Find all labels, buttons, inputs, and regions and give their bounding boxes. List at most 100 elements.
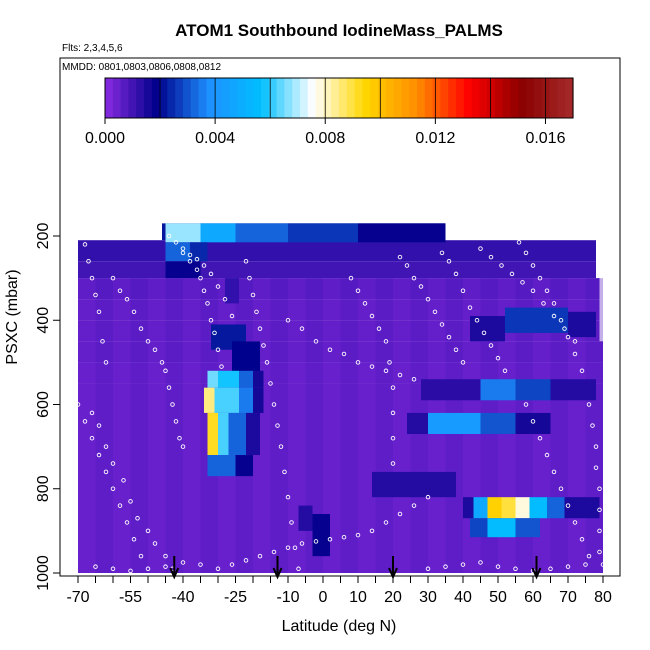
colorbar-tick-label: 0.000 bbox=[85, 130, 125, 147]
heatmap-cell bbox=[501, 497, 516, 519]
heatmap-cell bbox=[550, 379, 596, 401]
track-point bbox=[411, 275, 417, 281]
track-point bbox=[439, 250, 445, 256]
track-point bbox=[299, 326, 305, 331]
track-point bbox=[565, 503, 571, 508]
heatmap-cell bbox=[207, 412, 218, 456]
track-point bbox=[138, 326, 144, 331]
colorbar-swatch bbox=[167, 78, 176, 118]
track-point bbox=[502, 368, 508, 374]
heatmap-cell bbox=[515, 379, 551, 401]
colorbar-swatch bbox=[261, 78, 270, 118]
heatmap-cell bbox=[375, 278, 393, 573]
track-point bbox=[597, 507, 602, 513]
track-point bbox=[499, 263, 504, 268]
latitude-arrowhead bbox=[169, 567, 180, 580]
track-point bbox=[460, 360, 466, 365]
heatmap-cell bbox=[505, 307, 568, 333]
heatmap-cell bbox=[568, 311, 596, 338]
track-point bbox=[523, 402, 529, 407]
track-point bbox=[579, 537, 585, 542]
colorbar-swatch bbox=[417, 78, 426, 118]
track-point bbox=[548, 566, 553, 572]
colorbar-swatch bbox=[323, 78, 332, 118]
heatmap-cell bbox=[200, 223, 236, 243]
track-point bbox=[82, 419, 88, 424]
track-point bbox=[243, 558, 249, 563]
track-point bbox=[285, 494, 291, 500]
track-point bbox=[187, 252, 193, 258]
colorbar-swatch bbox=[393, 78, 402, 118]
track-point bbox=[572, 339, 578, 344]
track-point bbox=[355, 532, 361, 538]
heatmap-cell bbox=[463, 497, 474, 519]
heatmap-cell bbox=[239, 370, 253, 388]
track-point bbox=[390, 435, 396, 441]
chart-title: ATOM1 Southbound IodineMass_PALMS bbox=[175, 21, 503, 40]
track-point bbox=[562, 326, 567, 331]
y-axis: 200 400 600 800 1000 bbox=[35, 223, 61, 591]
track-point bbox=[425, 566, 431, 572]
colorbar-swatch bbox=[495, 78, 504, 118]
colorbar-swatch bbox=[456, 78, 465, 118]
colorbar-swatch bbox=[385, 78, 395, 118]
track-point bbox=[93, 564, 98, 569]
track-point bbox=[355, 360, 361, 365]
track-point bbox=[89, 275, 95, 281]
colorbar-swatch bbox=[534, 78, 543, 118]
track-point bbox=[443, 564, 448, 569]
heatmap-cell bbox=[253, 370, 264, 388]
track-point bbox=[103, 444, 109, 449]
track-point bbox=[558, 486, 564, 492]
track-point bbox=[152, 541, 158, 546]
colorbar-swatch bbox=[557, 78, 566, 118]
track-point bbox=[275, 423, 280, 428]
track-point bbox=[509, 271, 515, 277]
track-point bbox=[397, 254, 403, 260]
track-point bbox=[488, 254, 494, 260]
track-point bbox=[198, 275, 203, 281]
heatmap-cell bbox=[239, 387, 253, 413]
colorbar-swatch bbox=[339, 78, 348, 118]
heatmap-cell bbox=[480, 412, 516, 434]
track-point bbox=[572, 520, 578, 525]
track-point bbox=[313, 539, 319, 544]
track-point bbox=[131, 309, 137, 315]
heatmap-cell bbox=[204, 387, 215, 413]
heatmap-cell bbox=[130, 278, 148, 573]
colorbar-swatch bbox=[276, 78, 285, 118]
track-point bbox=[100, 339, 105, 344]
heatmap-cell bbox=[288, 278, 306, 573]
heatmap-cell bbox=[228, 412, 246, 456]
colorbar-swatch bbox=[183, 78, 192, 118]
colorbar-swatch bbox=[151, 78, 161, 118]
track-point bbox=[341, 534, 347, 540]
track-point bbox=[96, 452, 102, 458]
track-point bbox=[257, 326, 263, 331]
heatmap-cell bbox=[253, 387, 264, 413]
heatmap-cell bbox=[148, 278, 166, 573]
colorbar-swatch bbox=[487, 78, 496, 118]
track-point bbox=[243, 259, 249, 264]
x-tick-label: -10 bbox=[276, 589, 299, 606]
colorbar-swatch bbox=[526, 78, 535, 118]
heatmap-cell bbox=[78, 299, 600, 321]
track-point bbox=[488, 343, 494, 348]
heatmap-cell bbox=[113, 278, 131, 573]
track-point bbox=[261, 343, 266, 348]
flights-subtitle: Flts: 2,3,4,5,6 bbox=[62, 43, 123, 54]
track-point bbox=[268, 381, 273, 386]
heatmap-cell bbox=[95, 278, 113, 573]
track-point bbox=[215, 347, 221, 352]
colorbar-swatch bbox=[549, 78, 558, 118]
track-point bbox=[453, 271, 459, 277]
track-point bbox=[439, 322, 445, 327]
track-point bbox=[383, 339, 389, 344]
colorbar-swatch bbox=[120, 78, 129, 118]
track-point bbox=[541, 301, 546, 306]
track-point bbox=[425, 494, 431, 500]
heatmap-cell bbox=[372, 471, 456, 498]
colorbar-swatch bbox=[370, 78, 379, 118]
track-point bbox=[285, 318, 291, 323]
track-point bbox=[145, 528, 151, 534]
